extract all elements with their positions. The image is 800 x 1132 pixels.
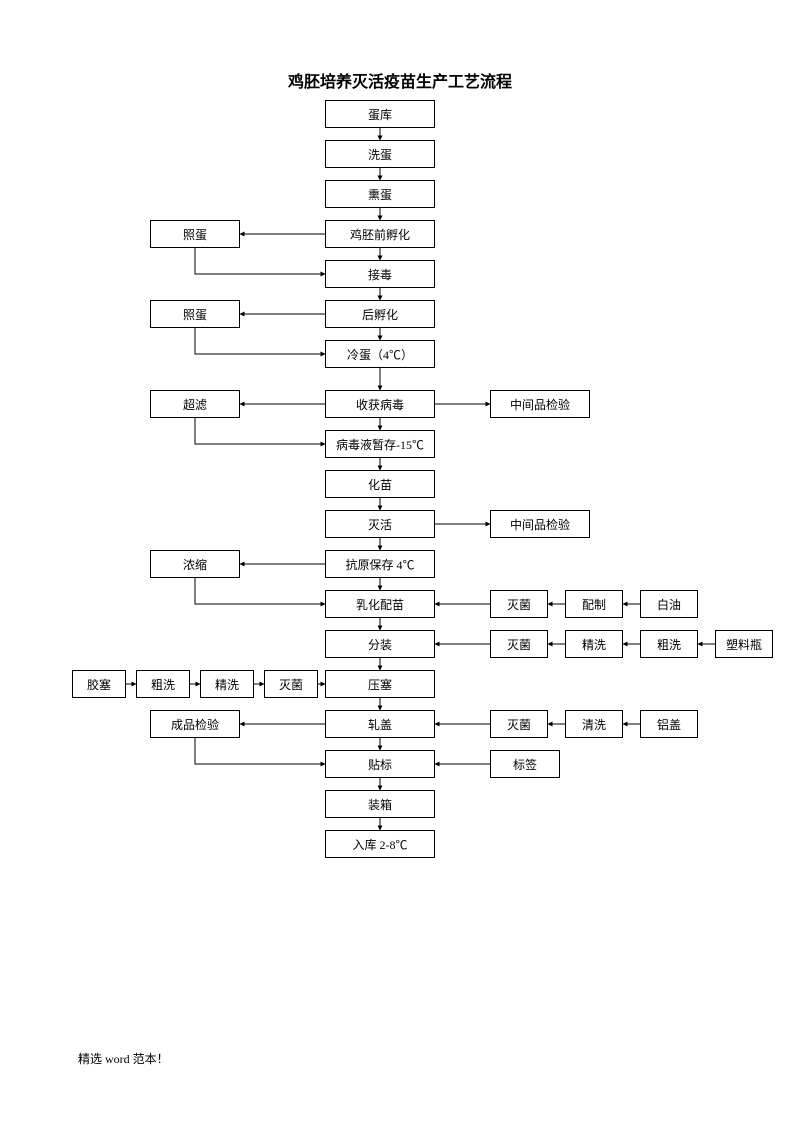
flow-node-n_qfh: 鸡胚前孵化 [325, 220, 435, 248]
flow-node-n_lg: 铝盖 [640, 710, 698, 738]
flow-node-n_hm: 化苗 [325, 470, 435, 498]
flow-node-n_tb: 贴标 [325, 750, 435, 778]
flow-node-n_js: 胶塞 [72, 670, 126, 698]
flow-node-n_rhpm: 乳化配苗 [325, 590, 435, 618]
footer-text: 精选 word 范本！ [78, 1050, 169, 1067]
flow-node-n_xd: 洗蛋 [325, 140, 435, 168]
flow-node-n_cx_l: 粗洗 [136, 670, 190, 698]
flow-node-n_jx_r2: 精洗 [565, 630, 623, 658]
flow-node-n_yg: 轧盖 [325, 710, 435, 738]
flow-node-n_zd1: 照蛋 [150, 220, 240, 248]
flow-node-n_cx_r2: 粗洗 [640, 630, 698, 658]
flow-node-n_bdyzc: 病毒液暂存-15℃ [325, 430, 435, 458]
flow-node-n_fz: 分装 [325, 630, 435, 658]
flow-node-n_jx_l: 精洗 [200, 670, 254, 698]
flow-node-n_pz: 配制 [565, 590, 623, 618]
flow-node-n_rk: 入库 2-8℃ [325, 830, 435, 858]
flow-node-n_zd2: 照蛋 [150, 300, 240, 328]
flow-node-n_hfh: 后孵化 [325, 300, 435, 328]
flow-node-n_zx: 装箱 [325, 790, 435, 818]
flow-node-n_mj_r3: 灭菌 [490, 710, 548, 738]
flow-node-n_shbd: 收获病毒 [325, 390, 435, 418]
flow-node-n_ld: 冷蛋（4℃） [325, 340, 435, 368]
flow-node-n_cl: 超滤 [150, 390, 240, 418]
flow-node-n_kybc: 抗原保存 4℃ [325, 550, 435, 578]
flow-node-n_by: 白油 [640, 590, 698, 618]
flow-node-n_mj_r2: 灭菌 [490, 630, 548, 658]
flow-node-n_jd: 接毒 [325, 260, 435, 288]
flow-node-n_cpjy: 成品检验 [150, 710, 240, 738]
flow-node-n_mj_r1: 灭菌 [490, 590, 548, 618]
page: 鸡胚培养灭活疫苗生产工艺流程 精选 word 范本！ 蛋库洗蛋熏蛋鸡胚前孵化照蛋… [0, 0, 800, 1132]
flow-node-n_ys: 压塞 [325, 670, 435, 698]
flow-node-n_xud: 熏蛋 [325, 180, 435, 208]
flow-node-n_mj_l: 灭菌 [264, 670, 318, 698]
flow-node-n_zjp1: 中间品检验 [490, 390, 590, 418]
flow-node-n_slp: 塑料瓶 [715, 630, 773, 658]
flow-node-n_mh: 灭活 [325, 510, 435, 538]
flow-node-n_dk: 蛋库 [325, 100, 435, 128]
flow-node-n_ns: 浓缩 [150, 550, 240, 578]
flow-node-n_qx: 清洗 [565, 710, 623, 738]
page-title: 鸡胚培养灭活疫苗生产工艺流程 [0, 68, 800, 92]
flow-node-n_zjp2: 中间品检验 [490, 510, 590, 538]
flow-node-n_bq: 标签 [490, 750, 560, 778]
